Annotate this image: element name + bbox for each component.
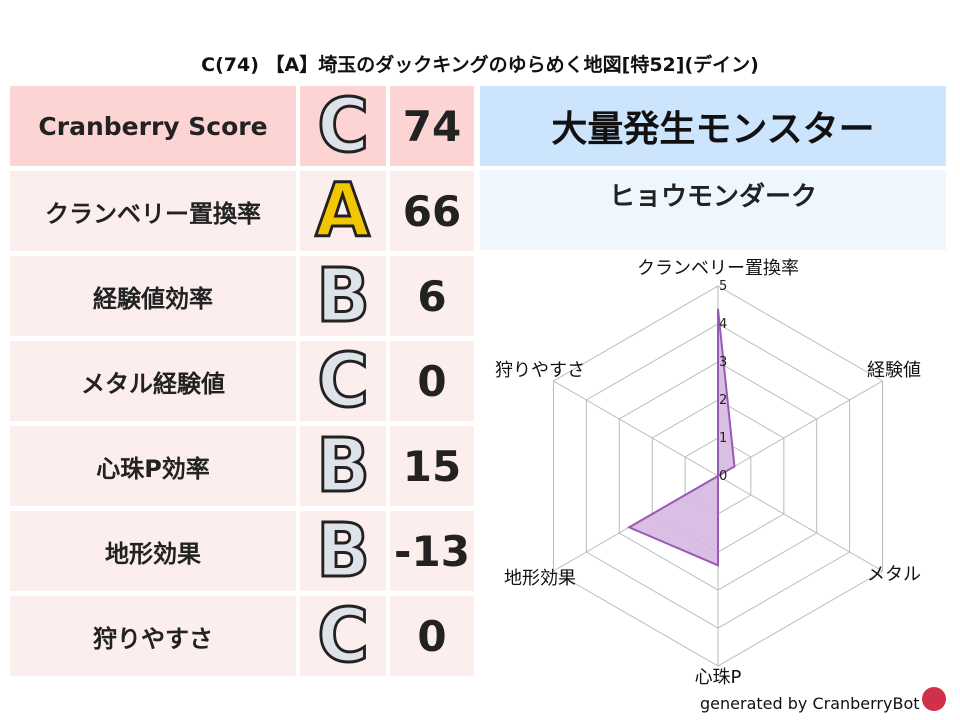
row-label: Cranberry Score [10,86,296,166]
grade-badge: B [300,426,386,506]
axis-label: 地形効果 [504,568,576,589]
axis-label: 心珠P [695,667,742,688]
row-score: 0 [390,596,474,676]
axis-label: メタル [867,564,921,585]
row-score: 0 [390,341,474,421]
row-label: 経験値効率 [10,256,296,336]
row-score: 66 [390,171,474,251]
grade-A-icon: A [314,168,371,254]
monster-name: ヒョウモンダーク [480,170,946,250]
row-score: 15 [390,426,474,506]
grade-C-icon: C [316,338,370,424]
row-label: メタル経験値 [10,341,296,421]
grade-badge: C [300,341,386,421]
cranberrybot-logo-icon [922,687,946,711]
grade-badge: C [300,86,386,166]
grade-badge: B [300,256,386,336]
tick-label: 5 [719,279,727,294]
grade-B-icon: B [315,508,371,594]
row-label: 心珠P効率 [10,426,296,506]
grade-B-icon: B [315,253,371,339]
axis-label: クランベリー置換率 [637,258,799,279]
row-score: -13 [390,511,474,591]
grade-badge: A [300,171,386,251]
grid-spoke [553,380,719,477]
axis-label: 経験値 [867,360,921,381]
grade-badge: C [300,596,386,676]
tick-label: 1 [719,431,727,446]
axis-label: 狩りやすさ [495,360,585,381]
row-label: クランベリー置換率 [10,171,296,251]
row-label: 狩りやすさ [10,596,296,676]
grid-spoke [717,475,883,572]
footer-credit: generated by CranberryBot [700,694,920,713]
tick-label: 2 [719,393,727,408]
grade-C-icon: C [316,83,370,169]
monster-header: 大量発生モンスター [480,86,946,166]
grade-C-icon: C [316,593,370,679]
data-area [626,308,736,567]
row-label: 地形効果 [10,511,296,591]
grade-badge: B [300,511,386,591]
tick-label: 4 [719,317,727,332]
row-score: 6 [390,256,474,336]
grid-spoke [717,380,883,477]
grade-B-icon: B [315,423,371,509]
page-title: C(74) 【A】埼玉のダックキングのゆらめく地図[特52](デイン) [201,54,759,76]
tick-label: 0 [719,469,727,484]
row-score: 74 [390,86,474,166]
tick-label: 3 [719,355,727,370]
